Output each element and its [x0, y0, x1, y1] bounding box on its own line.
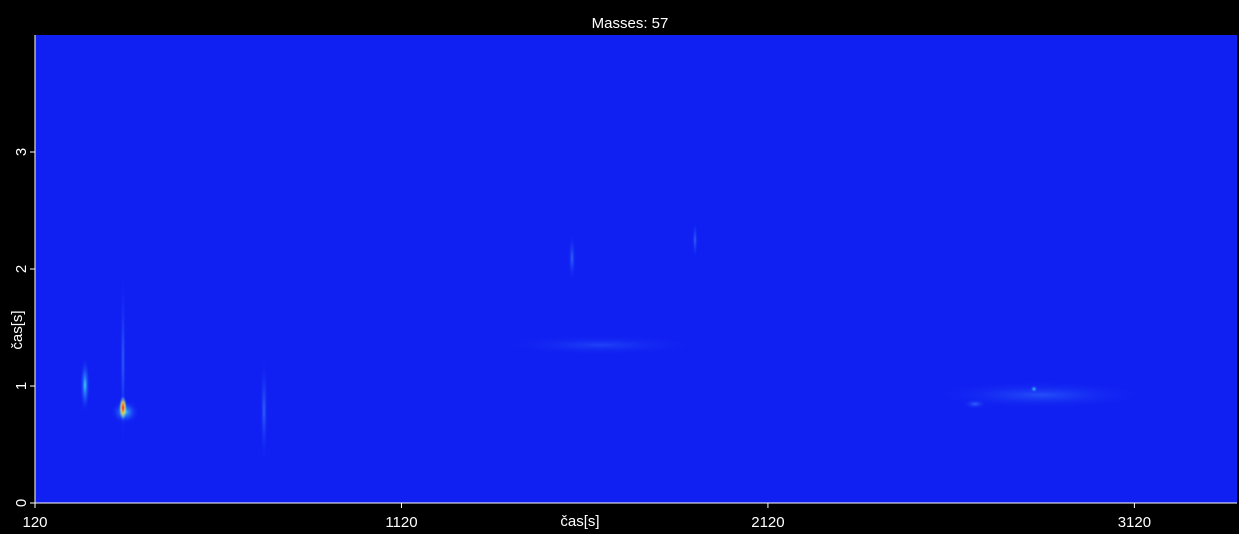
y-axis-label: čas[s]: [9, 310, 26, 349]
peak: [260, 355, 268, 465]
x-tick-label: 2120: [751, 514, 784, 531]
peak: [80, 357, 90, 413]
x-tick-label: 120: [22, 514, 47, 531]
x-tick-label: 1120: [385, 514, 417, 531]
peak: [568, 234, 576, 282]
x-tick-label: 3120: [1118, 514, 1151, 531]
peak: [119, 396, 127, 420]
peak: [963, 399, 987, 409]
y-tick-label: 3: [13, 148, 30, 156]
plot-area: [35, 35, 1237, 503]
peaks: [80, 220, 1150, 465]
chart-title: Masses: 57: [592, 15, 669, 32]
peak: [930, 381, 1150, 409]
peak: [1030, 385, 1038, 393]
x-axis-label: čas[s]: [560, 513, 599, 530]
y-tick-label: 2: [13, 265, 30, 273]
y-tick-label: 1: [13, 382, 30, 390]
peak: [500, 335, 700, 355]
y-tick-label: 0: [13, 499, 30, 507]
peak: [692, 220, 698, 260]
